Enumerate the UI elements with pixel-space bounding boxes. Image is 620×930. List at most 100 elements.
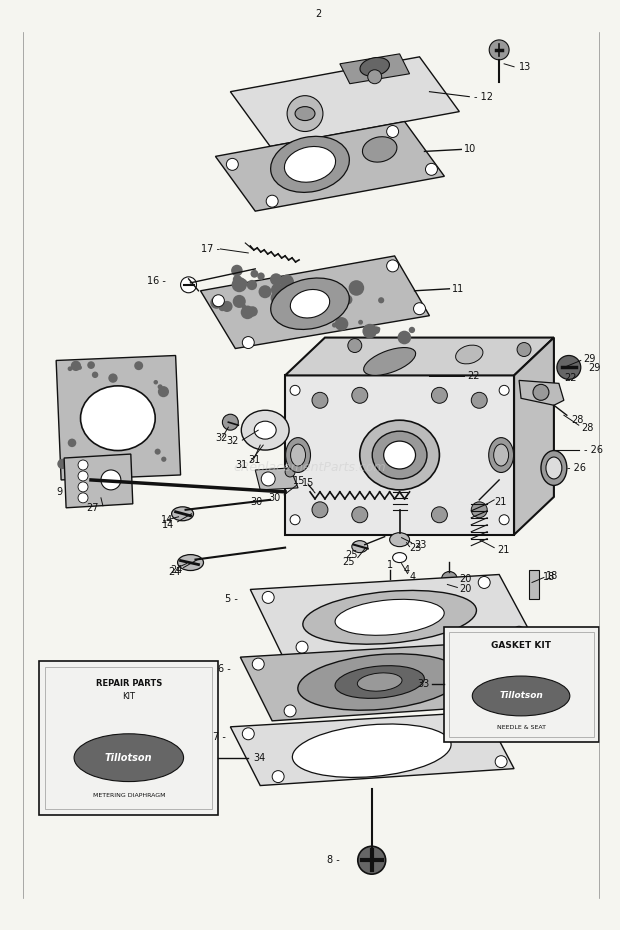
Circle shape: [335, 317, 348, 331]
Circle shape: [441, 572, 458, 588]
Circle shape: [432, 388, 448, 404]
Circle shape: [108, 374, 118, 383]
Ellipse shape: [392, 552, 407, 563]
Circle shape: [387, 126, 399, 138]
Text: 20: 20: [459, 584, 472, 594]
Ellipse shape: [384, 441, 415, 469]
Circle shape: [363, 324, 377, 339]
Circle shape: [348, 280, 364, 296]
Circle shape: [92, 372, 99, 378]
Bar: [450, 632, 594, 737]
Circle shape: [239, 279, 247, 287]
Circle shape: [242, 337, 254, 349]
Ellipse shape: [298, 654, 461, 711]
Circle shape: [376, 326, 380, 331]
Ellipse shape: [360, 58, 389, 76]
Text: 16 -: 16 -: [147, 276, 166, 286]
Bar: [45, 667, 213, 809]
Circle shape: [332, 323, 337, 327]
Circle shape: [317, 299, 322, 303]
Text: 31: 31: [235, 460, 247, 470]
Circle shape: [296, 641, 308, 653]
Text: 18: 18: [543, 573, 555, 582]
Circle shape: [285, 467, 295, 477]
Circle shape: [517, 342, 531, 356]
Ellipse shape: [303, 591, 476, 644]
Circle shape: [232, 295, 246, 308]
Ellipse shape: [81, 386, 155, 450]
Text: - 26: - 26: [584, 445, 603, 455]
Text: 4: 4: [410, 573, 415, 582]
Polygon shape: [519, 380, 564, 405]
Circle shape: [352, 507, 368, 523]
Ellipse shape: [290, 289, 330, 318]
Ellipse shape: [363, 137, 397, 162]
Ellipse shape: [335, 666, 424, 698]
Circle shape: [303, 312, 309, 318]
Circle shape: [372, 326, 380, 334]
Text: 33: 33: [417, 679, 430, 689]
Circle shape: [471, 392, 487, 408]
Circle shape: [71, 361, 81, 371]
Circle shape: [284, 705, 296, 717]
Circle shape: [358, 846, 386, 874]
Circle shape: [257, 272, 265, 280]
Ellipse shape: [541, 450, 567, 485]
Circle shape: [226, 158, 238, 170]
Text: 25: 25: [342, 556, 355, 566]
Text: - 26: - 26: [567, 463, 586, 473]
Circle shape: [213, 295, 224, 307]
Circle shape: [414, 303, 425, 314]
Circle shape: [478, 577, 490, 589]
Ellipse shape: [357, 673, 402, 691]
Circle shape: [271, 284, 284, 296]
Polygon shape: [514, 338, 554, 535]
Text: 4: 4: [404, 565, 410, 575]
Polygon shape: [215, 122, 445, 211]
Circle shape: [425, 164, 438, 175]
Ellipse shape: [352, 540, 368, 552]
Text: 11: 11: [453, 284, 464, 294]
Circle shape: [312, 392, 328, 408]
Ellipse shape: [241, 410, 289, 450]
Text: KIT: KIT: [122, 693, 135, 701]
Circle shape: [232, 277, 247, 292]
Ellipse shape: [271, 278, 349, 329]
Text: 24: 24: [168, 566, 180, 577]
Circle shape: [314, 297, 321, 303]
Text: 8 -: 8 -: [327, 856, 340, 865]
Ellipse shape: [456, 345, 483, 364]
Text: 10: 10: [464, 144, 477, 154]
Text: 22: 22: [467, 371, 480, 381]
Circle shape: [409, 326, 415, 333]
Ellipse shape: [293, 724, 451, 777]
Polygon shape: [285, 338, 554, 376]
Polygon shape: [285, 376, 514, 535]
Ellipse shape: [494, 445, 508, 466]
Circle shape: [134, 361, 143, 370]
Text: 29: 29: [583, 354, 595, 365]
Circle shape: [290, 515, 300, 525]
Circle shape: [397, 331, 411, 344]
Polygon shape: [255, 468, 298, 490]
Ellipse shape: [285, 147, 335, 182]
Text: 9: 9: [56, 487, 62, 497]
Circle shape: [231, 265, 242, 276]
Circle shape: [270, 291, 285, 305]
Circle shape: [287, 96, 323, 131]
Text: 29: 29: [589, 364, 601, 374]
Text: eReplacementParts.com: eReplacementParts.com: [234, 461, 386, 474]
Text: 1: 1: [387, 560, 392, 569]
Text: 18: 18: [546, 570, 558, 580]
Ellipse shape: [177, 554, 203, 570]
Text: 14: 14: [161, 514, 173, 525]
Circle shape: [247, 280, 257, 290]
Text: 7 -: 7 -: [213, 732, 226, 742]
Text: 32: 32: [226, 436, 238, 446]
Circle shape: [250, 270, 259, 278]
Circle shape: [154, 448, 161, 455]
Circle shape: [322, 312, 332, 322]
Circle shape: [266, 195, 278, 207]
Ellipse shape: [372, 432, 427, 479]
Circle shape: [241, 306, 254, 319]
